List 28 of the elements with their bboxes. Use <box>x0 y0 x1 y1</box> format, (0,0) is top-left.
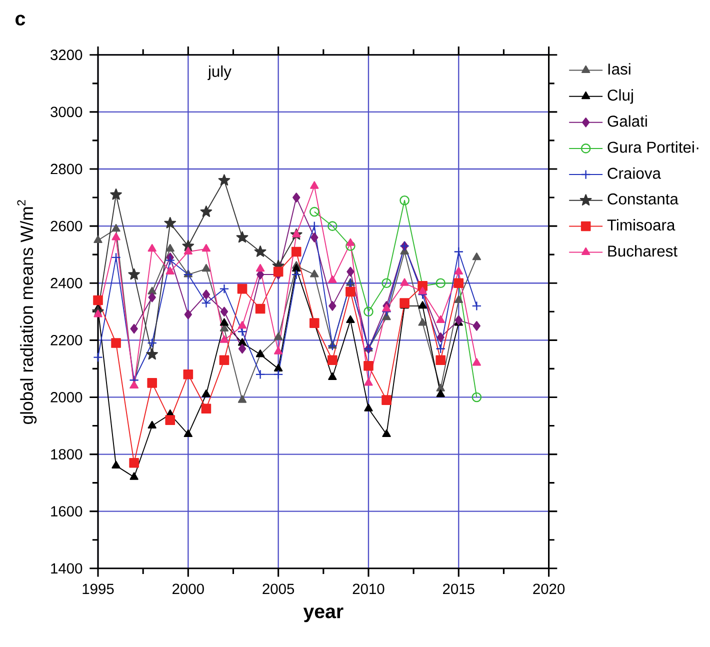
x-tick-label: 2020 <box>533 584 565 594</box>
y-tick-label: 1800 <box>51 449 82 460</box>
legend-label: Gura Portitei· <box>608 141 698 153</box>
legend-label: Cluj <box>608 89 633 104</box>
y-tick-label: 2000 <box>50 392 82 403</box>
y-tick-label: 2800 <box>50 164 82 174</box>
y-tick-label: 1600 <box>51 506 82 517</box>
y-tick-label: 2600 <box>50 220 82 232</box>
x-axis-title: year <box>303 608 344 622</box>
y-tick-label: 3200 <box>50 50 82 60</box>
y-tick-label: 1400 <box>51 563 82 574</box>
x-tick-label: 2005 <box>262 584 294 594</box>
legend-label: Iasi <box>608 63 630 75</box>
legend-label: Galati <box>608 115 647 127</box>
y-tick-label: 2200 <box>50 335 82 346</box>
text: july <box>208 66 232 80</box>
legend-label: Timisoara <box>607 219 676 231</box>
y-tick-label: 3000 <box>50 106 82 118</box>
y-axis-title: global radiation means W/m$^{2}$ <box>17 200 37 424</box>
x-tick-label: 2000 <box>172 584 204 594</box>
legend-label: Bucharest <box>608 245 678 257</box>
legend-label: Constanta <box>608 194 678 205</box>
text: c <box>16 14 26 26</box>
x-tick-label: 2010 <box>352 584 384 594</box>
y-tick-label: 2400 <box>50 278 82 288</box>
x-tick-label: 1995 <box>82 584 114 594</box>
legend-label: Craiova <box>608 167 661 179</box>
x-tick-label: 2015 <box>443 584 474 594</box>
